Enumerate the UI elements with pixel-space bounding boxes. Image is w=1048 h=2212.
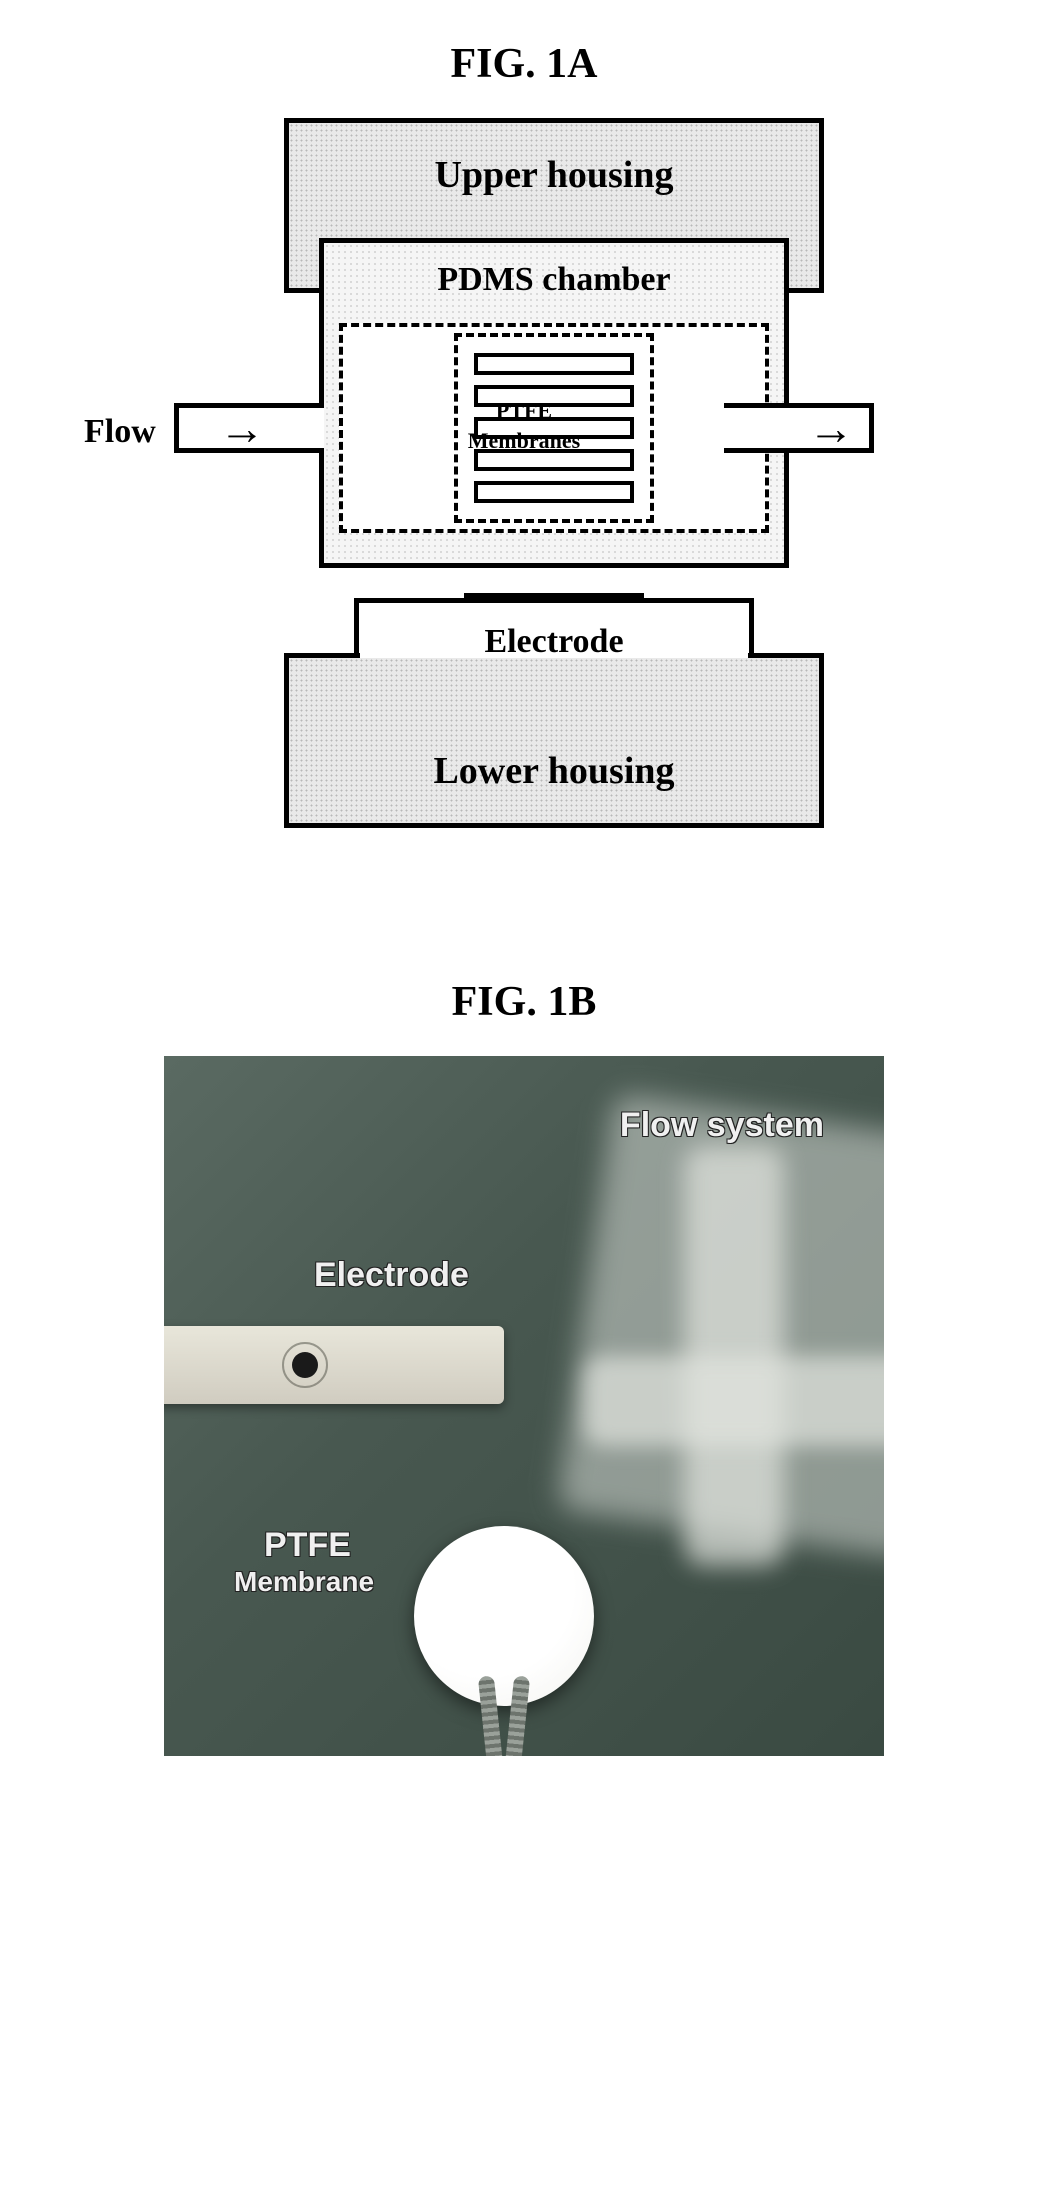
- membrane: [474, 481, 634, 503]
- membrane-photo-label: Membrane: [234, 1566, 374, 1598]
- fig1a-title: FIG. 1A: [451, 40, 598, 88]
- fig1b-photo: Flow system Electrode PTFE Membrane: [164, 1056, 884, 1756]
- pdms-chamber-label: PDMS chamber: [324, 261, 784, 299]
- membrane: [474, 353, 634, 375]
- tweezer-arm: [504, 1675, 530, 1756]
- electrode-label: Electrode: [484, 623, 623, 660]
- lower-housing: Lower housing: [284, 658, 824, 828]
- flow-system-horizontal: [584, 1356, 884, 1446]
- fig1a-schematic: Upper housing PDMS chamber PTFE Membrane…: [164, 118, 884, 878]
- electrode-photo-label: Electrode: [314, 1256, 469, 1295]
- flow-label: Flow: [84, 413, 156, 451]
- tweezers-icon: [464, 1676, 544, 1756]
- tweezer-arm: [478, 1675, 504, 1756]
- electrode-strip: [164, 1326, 504, 1404]
- figure-1a-container: FIG. 1A Upper housing PDMS chamber PTFE …: [0, 40, 1048, 978]
- flow-system-label: Flow system: [620, 1106, 824, 1145]
- ptfe-label: PTFE: [164, 398, 884, 424]
- membranes-label: Membranes: [164, 428, 884, 454]
- lower-housing-label: Lower housing: [289, 749, 819, 793]
- upper-housing-label: Upper housing: [289, 153, 819, 197]
- figure-1b-container: FIG. 1B Flow system Electrode PTFE Membr…: [0, 978, 1048, 1756]
- ptfe-photo-label: PTFE: [264, 1526, 351, 1565]
- electrode-dot: [292, 1352, 318, 1378]
- fig1b-title: FIG. 1B: [452, 978, 597, 1026]
